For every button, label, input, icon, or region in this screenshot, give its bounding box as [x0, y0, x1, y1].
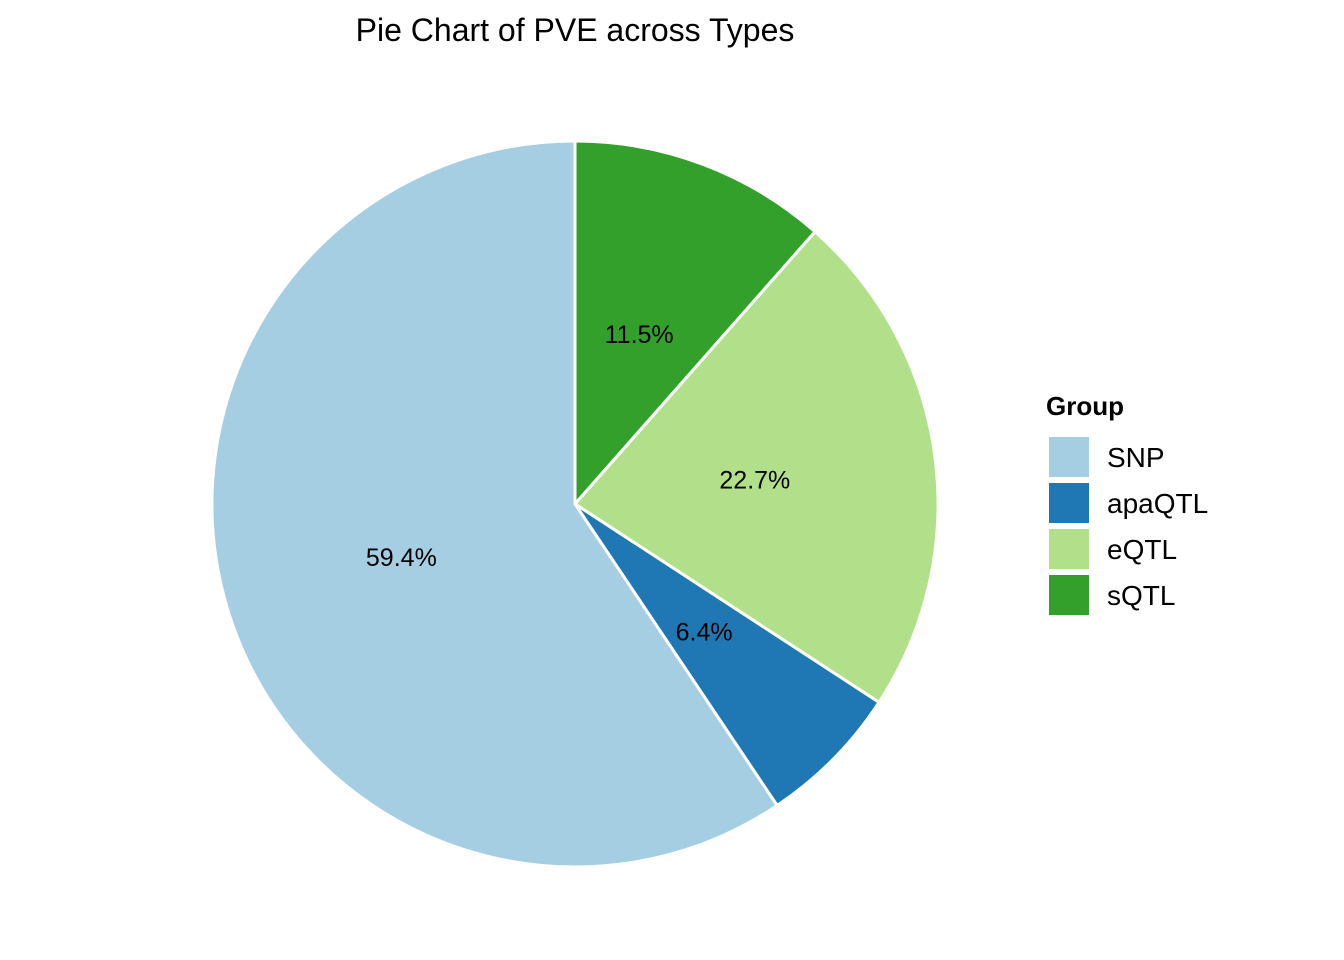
- legend-label-eqtl: eQTL: [1107, 534, 1177, 565]
- legend: Group SNP apaQTL eQTL sQTL: [1046, 391, 1208, 615]
- pie-slice-apaqtl: [573, 502, 882, 808]
- legend-label-sqtl: sQTL: [1107, 580, 1175, 611]
- slice-label-eqtl: 22.7%: [719, 467, 790, 495]
- pie-slice-labels: 11.5% 22.7% 6.4% 59.4%: [366, 321, 790, 646]
- pie-slice-sqtl: [573, 139, 818, 508]
- pie-slices: [210, 139, 940, 869]
- legend-key-apaqtl: [1049, 483, 1089, 523]
- legend-label-snp: SNP: [1107, 442, 1165, 473]
- slice-label-snp: 59.4%: [366, 544, 437, 572]
- legend-key-snp: [1049, 437, 1089, 477]
- legend-key-sqtl: [1049, 575, 1089, 615]
- pie-slice-snp: [210, 139, 780, 869]
- pie-slice-eqtl: [572, 229, 940, 705]
- chart-title: Pie Chart of PVE across Types: [356, 12, 795, 48]
- slice-label-sqtl: 11.5%: [605, 321, 674, 349]
- legend-title: Group: [1046, 391, 1124, 421]
- legend-label-apaqtl: apaQTL: [1107, 488, 1208, 519]
- slice-label-apaqtl: 6.4%: [676, 619, 733, 647]
- legend-key-eqtl: [1049, 529, 1089, 569]
